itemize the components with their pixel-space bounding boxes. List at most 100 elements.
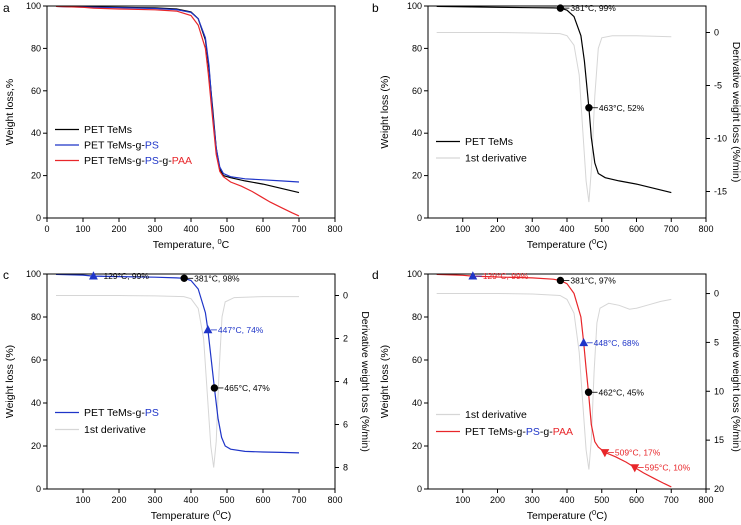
- y-tick-label: 40: [31, 398, 41, 408]
- x-tick-label: 100: [75, 495, 90, 505]
- chart-panel-b: b 100 200 300 400 500 600 700 800 0 20 40 60 80 100 0 -5…: [372, 1, 741, 251]
- series-line-1st-derivative: [56, 295, 299, 468]
- y-tick-label: 80: [31, 43, 41, 53]
- y-tick-label: 0: [36, 484, 41, 494]
- y-tick-label: 40: [412, 398, 422, 408]
- annotation-label: 447°C, 74%: [218, 325, 264, 335]
- x-tick-label: 100: [75, 224, 90, 234]
- x-tick-label: 500: [594, 224, 609, 234]
- y-tick-label: 60: [412, 355, 422, 365]
- x-tick-label: 800: [327, 224, 342, 234]
- annotation-label: 381°C, 97%: [570, 275, 616, 285]
- x-tick-label: 0: [44, 224, 49, 234]
- annotation-marker: [630, 464, 640, 473]
- y2-tick-label: 0: [343, 291, 348, 301]
- legend-label: 1st derivative: [465, 153, 527, 165]
- y2-tick-label: 0: [714, 28, 719, 38]
- y-tick-label: 80: [412, 43, 422, 53]
- y2-tick-label: -5: [714, 81, 722, 91]
- y2-tick-label: 15: [714, 435, 724, 445]
- chart-panel-c: c 100 200 300 400 500 600 700 800 0 20 40 60 80 100 0 2 4…: [3, 268, 371, 522]
- legend-label: 1st derivative: [84, 424, 146, 436]
- annotation-label: 465°C, 47%: [224, 383, 270, 393]
- y-axis-label: Weight loss (%): [379, 75, 391, 148]
- x-tick-label: 400: [559, 495, 574, 505]
- x-tick-label: 400: [183, 224, 198, 234]
- annotation-marker: [556, 4, 565, 12]
- annotation-label: 448°C, 68%: [594, 338, 640, 348]
- x-tick-label: 200: [490, 224, 505, 234]
- y-tick-label: 40: [31, 128, 41, 138]
- y-tick-label: 100: [407, 269, 422, 279]
- x-tick-label: 100: [455, 224, 470, 234]
- y-tick-label: 0: [417, 213, 422, 223]
- x-tick-label: 300: [525, 224, 540, 234]
- x-axis-label: Temperature (0C): [527, 508, 608, 522]
- x-tick-label: 300: [147, 224, 162, 234]
- annotation-label: 463°C, 52%: [599, 103, 645, 113]
- x-tick-label: 300: [147, 495, 162, 505]
- x-tick-label: 500: [594, 495, 609, 505]
- y2-tick-label: 8: [343, 463, 348, 473]
- plot-frame: [46, 273, 336, 490]
- y-tick-label: 100: [26, 1, 41, 11]
- annotation-marker: [88, 271, 98, 280]
- x-tick-label: 800: [327, 495, 342, 505]
- annotation-marker: [585, 104, 593, 112]
- legend-label: PET TeMs-g-PS: [84, 140, 159, 152]
- annotation-marker: [468, 271, 478, 280]
- y-tick-label: 100: [407, 1, 422, 11]
- x-axis-label: Temperature (0C): [527, 237, 608, 251]
- annotation-label: 595°C, 10%: [645, 463, 691, 473]
- legend-label: PET TeMs-g-PS-g-PAA: [465, 426, 573, 438]
- annotation-marker: [600, 449, 610, 458]
- legend-label: PET TeMs-g-PS: [84, 407, 159, 419]
- legend-label: 1st derivative: [465, 409, 527, 421]
- x-tick-label: 600: [629, 224, 644, 234]
- x-tick-label: 600: [629, 495, 644, 505]
- y2-axis-label: Derivative weight loss (%/min): [730, 42, 741, 183]
- y-axis-label: Weight loss,%: [4, 79, 16, 145]
- panel-label: c: [3, 268, 9, 282]
- annotation-label: 129°C, 99%: [483, 271, 529, 281]
- y-tick-label: 60: [412, 86, 422, 96]
- legend-label: PET TeMs: [465, 136, 513, 148]
- x-tick-label: 800: [698, 224, 713, 234]
- x-tick-label: 200: [111, 495, 126, 505]
- annotation-marker: [584, 388, 593, 396]
- legend-label: PET TeMs-g-PS-g-PAA: [84, 155, 192, 167]
- y-tick-label: 80: [31, 312, 41, 322]
- x-axis-label: Temperature, 0C: [153, 237, 230, 251]
- x-tick-label: 700: [291, 224, 306, 234]
- plot-frame: [427, 5, 707, 219]
- series-line-pet-tems-g-ps-g-paa: [55, 5, 300, 217]
- y2-axis-label: Derivative weight loss (%/min): [359, 311, 371, 452]
- y-tick-label: 0: [417, 484, 422, 494]
- annotation-marker: [556, 276, 565, 285]
- series-line-1st-derivative: [436, 293, 672, 470]
- y-tick-label: 20: [412, 171, 422, 181]
- y-tick-label: 20: [31, 441, 41, 451]
- x-tick-label: 700: [664, 495, 679, 505]
- y2-tick-label: 20: [714, 484, 724, 494]
- y2-tick-label: 6: [343, 420, 348, 430]
- y2-tick-label: 2: [343, 334, 348, 344]
- annotation-label: 129°C, 99%: [103, 271, 149, 281]
- plot-frame: [427, 273, 707, 490]
- x-tick-label: 600: [255, 224, 270, 234]
- x-tick-label: 700: [664, 224, 679, 234]
- x-tick-label: 800: [698, 495, 713, 505]
- panel-label: a: [3, 1, 10, 15]
- annotation-marker: [203, 325, 213, 334]
- annotation-label: 462°C, 45%: [599, 387, 645, 397]
- annotation-marker: [180, 274, 188, 282]
- series-line-pet-tems-g-ps: [55, 5, 300, 183]
- x-tick-label: 600: [255, 495, 270, 505]
- y2-axis-label: Derivative weight loss (%/min): [730, 311, 741, 452]
- y-tick-label: 100: [26, 269, 41, 279]
- x-tick-label: 100: [455, 495, 470, 505]
- y-tick-label: 60: [31, 355, 41, 365]
- x-tick-label: 200: [490, 495, 505, 505]
- y-tick-label: 60: [31, 86, 41, 96]
